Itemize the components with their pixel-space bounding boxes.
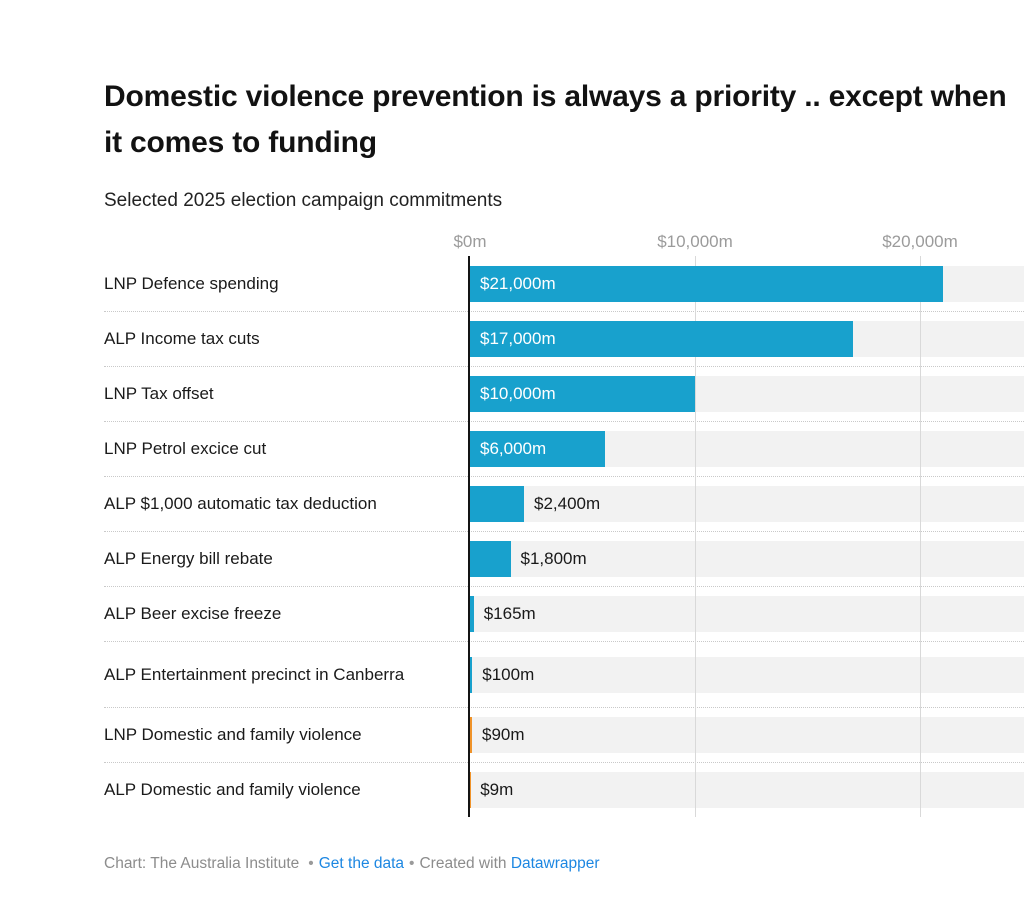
bar-track-bg — [470, 717, 1024, 753]
bar-track: $165m — [470, 596, 1024, 632]
bar-value-label: $17,000m — [480, 329, 556, 348]
bar-value-label: $90m — [482, 725, 525, 744]
x-tick-label: $10,000m — [657, 232, 733, 251]
chart-row: LNP Tax offset $10,000m — [104, 366, 1024, 421]
row-label: LNP Domestic and family violence — [104, 725, 362, 744]
x-tick-label: $20,000m — [882, 232, 958, 251]
chart-footer: Chart: The Australia Institute • Get the d… — [104, 855, 1024, 873]
chart-row: ALP $1,000 automatic tax deduction $2,40… — [104, 476, 1024, 531]
bar-chart: $0m $10,000m $20,000m LNP Defence spending… — [104, 230, 1024, 817]
chart-row: ALP Energy bill rebate $1,800m — [104, 531, 1024, 586]
chart-rows: LNP Defence spending $21,000m ALP Income… — [104, 256, 1024, 817]
bar — [470, 717, 473, 753]
bar-value-label: $10,000m — [480, 384, 556, 403]
bar — [470, 596, 474, 632]
bar: $6,000m — [470, 431, 605, 467]
bar-value-label: $9m — [480, 780, 514, 799]
chart-row: ALP Entertainment precinct in Canberra $… — [104, 641, 1024, 707]
row-label: ALP $1,000 automatic tax deduction — [104, 494, 377, 513]
row-label: LNP Defence spending — [104, 273, 279, 293]
gridline — [919, 256, 921, 817]
row-label: ALP Entertainment precinct in Canberra — [104, 664, 405, 684]
bar-track-bg — [470, 486, 1024, 522]
row-label: ALP Beer excise freeze — [104, 604, 282, 623]
chart-row: LNP Domestic and family violence $90m — [104, 707, 1024, 762]
footer-separator: • — [308, 855, 314, 872]
chart-row: ALP Beer excise freeze $165m — [104, 586, 1024, 641]
bar — [470, 541, 511, 577]
chart-title: Domestic violence prevention is always a… — [104, 80, 1007, 159]
bar: $10,000m — [470, 376, 695, 412]
bar-track-bg — [470, 656, 1024, 693]
get-the-data-link[interactable]: Get the data — [318, 855, 405, 872]
row-label: LNP Tax offset — [104, 384, 214, 403]
bar-value-label: $1,800m — [520, 549, 587, 568]
chart-row: ALP Domestic and family violence $9m — [104, 762, 1024, 817]
chart-row: LNP Petrol excice cut $6,000m — [104, 421, 1024, 476]
datawrapper-link[interactable]: Datawrapper — [510, 855, 600, 872]
bar — [470, 486, 524, 522]
chart-page: Domestic violence prevention is always a… — [104, 80, 1024, 873]
bar-track: $6,000m — [470, 431, 1024, 467]
x-tick-label: $0m — [453, 232, 487, 251]
axis-baseline — [468, 256, 470, 817]
chart-subtitle: Selected 2025 election campaign commitme… — [104, 190, 503, 211]
footer-created-with: Created with — [419, 855, 507, 872]
chart-row: LNP Defence spending $21,000m — [104, 256, 1024, 311]
bar-value-label: $165m — [483, 604, 536, 623]
gridline — [694, 256, 696, 817]
bar-value-label: $21,000m — [480, 273, 556, 293]
footer-separator: • — [409, 855, 415, 872]
bar-value-label: $6,000m — [480, 439, 547, 458]
bar-track-bg — [470, 541, 1024, 577]
bar-track: $10,000m — [470, 376, 1024, 412]
bar-track: $2,400m — [470, 486, 1024, 522]
bar-track-bg — [470, 596, 1024, 632]
bar-track: $9m — [470, 772, 1024, 808]
bar-track: $100m — [470, 656, 1024, 693]
bar-track-bg — [470, 772, 1024, 808]
row-label: ALP Income tax cuts — [104, 329, 260, 348]
bar — [470, 656, 473, 693]
row-label: ALP Domestic and family violence — [104, 780, 361, 799]
bar-track: $21,000m — [470, 265, 1024, 302]
row-label: LNP Petrol excice cut — [104, 439, 267, 458]
bar-value-label: $100m — [482, 664, 535, 684]
bar-track: $17,000m — [470, 321, 1024, 357]
x-axis: $0m $10,000m $20,000m — [104, 230, 1024, 256]
row-label: ALP Energy bill rebate — [104, 549, 273, 568]
bar: $17,000m — [470, 321, 853, 357]
footer-credit: Chart: The Australia Institute — [104, 855, 300, 872]
bar-value-label: $2,400m — [534, 494, 601, 513]
bar-track: $1,800m — [470, 541, 1024, 577]
bar: $21,000m — [470, 265, 943, 302]
bar-track: $90m — [470, 717, 1024, 753]
chart-row: ALP Income tax cuts $17,000m — [104, 311, 1024, 366]
